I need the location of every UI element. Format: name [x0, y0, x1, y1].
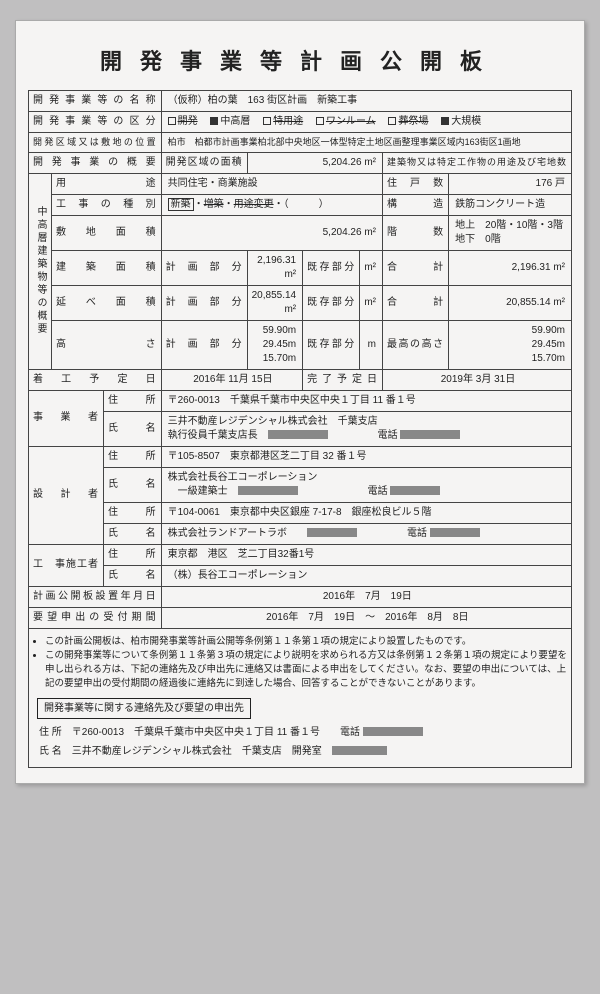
install-value: 2016年 7月 19日 [161, 586, 571, 607]
des-addr2: 〒104-0061 東京都中央区銀座 7-17-8 銀座松良ビル５階 [161, 502, 571, 523]
redacted-icon [363, 727, 423, 736]
contact-name: 氏 名 三井不動産レジデンシャル株式会社 千葉支店 開発室 [33, 742, 567, 761]
checkbox-icon [388, 117, 396, 125]
main-table: 開発事業等の名称 （仮称）柏の葉 163 街区計画 新築工事 開発事業等の区分 … [28, 90, 572, 768]
loc-value: 柏市 柏都市計画事業柏北部中央地区一体型特定土地区画整理事業区域内163街区1画… [161, 133, 571, 153]
end-value: 2019年 3月 31日 [382, 369, 571, 390]
floor-label: 延 べ 面 積 [52, 285, 162, 320]
area-label: 開発区域の面積 [161, 152, 247, 173]
units-value: 176 戸 [449, 173, 572, 194]
start-value: 2016年 11月 15日 [161, 369, 303, 390]
floor-exist: m² [360, 285, 383, 320]
dev-addr: 〒260-0013 千葉県千葉市中央区中央１丁目 11 番１号 [161, 390, 571, 411]
struct-label: 構 造 [382, 194, 448, 215]
con-addr: 東京都 港区 芝二丁目32番1号 [161, 544, 571, 565]
dev-name: 三井不動産レジデンシャル株式会社 千葉支店執行役員千葉支店長 電話 [161, 411, 571, 446]
contact-title: 開発事業等に関する連絡先及び要望の申出先 [37, 698, 251, 719]
building-use-label: 建築物又は特定工作物の用途及び宅地数 [382, 152, 571, 173]
start-label: 着 工 予 定 日 [29, 369, 162, 390]
height-label: 高 さ [52, 320, 162, 369]
note-1: この計画公開板は、柏市開発事業等計画公開等条例第１１条第１項の規定により設置した… [45, 635, 567, 649]
height-exist: m [360, 320, 383, 369]
con-label: 工 事施工者 [29, 544, 104, 586]
floor-total: 20,855.14 m² [449, 285, 572, 320]
class-value: 開発 中高層 特用途 ワンルーム 葬祭場 大規模 [161, 112, 571, 133]
site-value: 5,204.26 m² [161, 215, 382, 250]
work-label: 工 事 の 種 別 [52, 194, 162, 215]
site-label: 敷 地 面 積 [52, 215, 162, 250]
height-max: 59.90m29.45m15.70m [449, 320, 572, 369]
req-label: 要望申出の受付期間 [29, 607, 162, 628]
floors-label: 階 数 [382, 215, 448, 250]
loc-label: 開発区域又は敷地の位置 [29, 133, 162, 153]
dev-label: 事 業 者 [29, 390, 104, 446]
barea-total: 2,196.31 m² [449, 250, 572, 285]
units-label: 住戸数 [382, 173, 448, 194]
des-name1: 株式会社長谷工コーポレーション 一級建築士 電話 [161, 467, 571, 502]
use-value: 共同住宅・商業施設 [161, 173, 382, 194]
area-value: 5,204.26 m² [247, 152, 382, 173]
checkbox-icon [316, 117, 324, 125]
redacted-icon [238, 486, 298, 495]
redacted-icon [390, 486, 440, 495]
midrise-header: 中高層建築物等の概要 [29, 173, 52, 369]
redacted-icon [307, 528, 357, 537]
notes-cell: この計画公開板は、柏市開発事業等計画公開等条例第１１条第１項の規定により設置した… [29, 628, 572, 767]
board-title: 開発事業等計画公開板 [28, 36, 572, 90]
maxh-label: 最高の高さ [382, 320, 448, 369]
total-label: 合計 [382, 250, 448, 285]
floor-plan: 20,855.14 m² [247, 285, 303, 320]
floors-value: 地上 20階・10階・3階地下 0階 [449, 215, 572, 250]
height-plan: 59.90m29.45m15.70m [247, 320, 303, 369]
notice-board: 開発事業等計画公開板 開発事業等の名称 （仮称）柏の葉 163 街区計画 新築工… [15, 20, 585, 784]
note-2: この開発事業等について条例第１１条第３項の規定により説明を求められる方又は条例第… [45, 649, 567, 692]
barea-label: 建 築 面 積 [52, 250, 162, 285]
class-label: 開発事業等の区分 [29, 112, 162, 133]
req-value: 2016年 7月 19日 〜 2016年 8月 8日 [161, 607, 571, 628]
redacted-icon [268, 430, 328, 439]
con-name: （株）長谷工コーポレーション [161, 565, 571, 586]
des-addr1: 〒105-8507 東京都港区芝二丁目 32 番１号 [161, 446, 571, 467]
checkbox-icon [168, 117, 176, 125]
work-value: 新築・増築・用途変更・（ ） [161, 194, 382, 215]
redacted-icon [400, 430, 460, 439]
overview-label: 開発事業の概要 [29, 152, 162, 173]
name-value: （仮称）柏の葉 163 街区計画 新築工事 [161, 91, 571, 112]
checkbox-icon [263, 117, 271, 125]
checkbox-filled-icon [441, 117, 449, 125]
contact-addr: 住 所 〒260-0013 千葉県千葉市中央区中央１丁目 11 番１号 電話 [33, 723, 567, 742]
name-label: 開発事業等の名称 [29, 91, 162, 112]
barea-plan: 2,196.31 m² [247, 250, 303, 285]
end-label: 完 了 予 定 日 [303, 369, 383, 390]
barea-exist: m² [360, 250, 383, 285]
use-label: 用 途 [52, 173, 162, 194]
struct-value: 鉄筋コンクリート造 [449, 194, 572, 215]
des-label: 設 計 者 [29, 446, 104, 544]
exist-label: 既存部分 [303, 250, 360, 285]
plan-label: 計画部分 [161, 250, 247, 285]
checkbox-filled-icon [210, 117, 218, 125]
redacted-icon [430, 528, 480, 537]
des-name2: 株式会社ランドアートラボ 電話 [161, 523, 571, 544]
redacted-icon [332, 746, 387, 755]
install-label: 計画公開板設置年月日 [29, 586, 162, 607]
